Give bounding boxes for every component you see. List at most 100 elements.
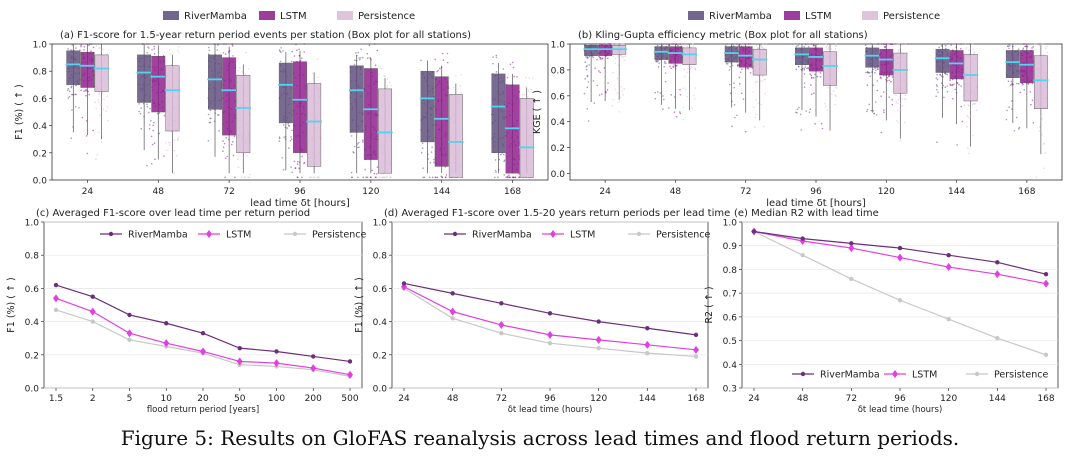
scatter-point — [875, 114, 878, 116]
scatter-point — [369, 57, 371, 59]
scatter-point — [502, 68, 505, 70]
scatter-point — [663, 98, 665, 101]
scatter-point — [421, 147, 424, 149]
scatter-point — [884, 46, 886, 49]
scatter-point — [511, 176, 514, 179]
scatter-point — [373, 43, 376, 45]
scatter-point — [903, 98, 906, 100]
scatter-point — [891, 98, 893, 101]
scatter-point — [761, 46, 764, 49]
scatter-point — [891, 103, 894, 106]
x-tick-label: 96 — [544, 394, 556, 404]
scatter-point — [1042, 54, 1045, 56]
data-marker — [848, 244, 855, 253]
scatter-point — [506, 76, 509, 79]
scatter-point — [621, 56, 623, 58]
scatter-point — [296, 163, 299, 166]
scatter-point — [899, 102, 902, 105]
scatter-point — [603, 67, 606, 69]
scatter-point — [516, 75, 518, 78]
scatter-point — [527, 90, 530, 93]
scatter-point — [819, 75, 822, 78]
scatter-point — [899, 139, 902, 142]
scatter-point — [224, 176, 226, 179]
scatter-point — [374, 64, 377, 67]
scatter-point — [960, 85, 962, 87]
scatter-point — [733, 82, 735, 84]
scatter-point — [142, 43, 145, 45]
scatter-point — [386, 84, 389, 87]
scatter-point — [960, 105, 963, 108]
scatter-point — [313, 176, 316, 179]
scatter-point — [148, 47, 150, 49]
scatter-point — [599, 56, 601, 59]
scatter-point — [246, 154, 248, 157]
scatter-point — [588, 43, 591, 45]
scatter-point — [366, 57, 369, 59]
scatter-point — [237, 73, 239, 76]
data-marker — [401, 281, 407, 286]
x-tick-label: 72 — [740, 187, 751, 197]
scatter-point — [826, 109, 829, 111]
box — [724, 46, 739, 63]
scatter-point — [209, 117, 211, 120]
scatter-point — [102, 108, 105, 111]
scatter-point — [366, 52, 369, 55]
scatter-point — [673, 111, 676, 113]
x-tick-label: 120 — [362, 187, 379, 197]
scatter-point — [739, 71, 742, 73]
scatter-point — [881, 43, 883, 45]
scatter-point — [897, 109, 899, 112]
scatter-point — [672, 43, 675, 45]
scatter-point — [687, 67, 689, 70]
scatter-point — [153, 121, 155, 124]
scatter-point — [382, 173, 384, 175]
scatter-point — [233, 135, 236, 138]
scatter-point — [502, 153, 505, 156]
y-tick-label: 0.2 — [25, 351, 39, 361]
scatter-point — [590, 100, 592, 103]
scatter-point — [357, 146, 359, 149]
scatter-point — [938, 46, 940, 49]
scatter-point — [224, 53, 227, 55]
scatter-point — [660, 43, 663, 45]
scatter-point — [1046, 45, 1048, 48]
scatter-point — [436, 70, 438, 73]
scatter-point — [368, 44, 371, 47]
scatter-point — [946, 43, 949, 45]
scatter-point — [208, 49, 211, 52]
scatter-point — [803, 67, 805, 70]
scatter-point — [290, 136, 292, 138]
box-chart-b: (b) Kling-Gupta efficiency metric (Box p… — [532, 11, 1063, 209]
scatter-point — [691, 107, 694, 110]
scatter-point — [431, 176, 434, 179]
y-axis-label: KGE ( ↑ ) — [532, 90, 543, 134]
scatter-point — [937, 91, 939, 94]
scatter-point — [293, 55, 296, 57]
scatter-point — [587, 56, 589, 59]
scatter-point — [674, 96, 676, 98]
scatter-point — [439, 67, 441, 70]
scatter-point — [682, 118, 685, 121]
scatter-point — [176, 154, 178, 157]
scatter-point — [731, 64, 734, 67]
scatter-point — [663, 65, 666, 68]
scatter-point — [1015, 116, 1018, 119]
scatter-point — [679, 93, 682, 96]
scatter-point — [383, 176, 386, 179]
scatter-point — [595, 43, 598, 45]
scatter-point — [835, 45, 838, 47]
scatter-point — [1041, 118, 1043, 120]
scatter-point — [351, 176, 353, 179]
data-marker — [273, 359, 280, 368]
scatter-point — [436, 176, 439, 179]
scatter-point — [694, 67, 697, 69]
box — [1019, 50, 1034, 84]
scatter-point — [961, 120, 964, 123]
scatter-point — [883, 111, 885, 114]
line-chart-e: (e) Median R2 with lead time 0.3 0.4 0.5 0.6… — [704, 208, 1059, 415]
scatter-point — [358, 57, 360, 59]
scatter-point — [899, 109, 902, 112]
scatter-point — [448, 77, 450, 79]
x-tick-label: 144 — [989, 394, 1006, 404]
